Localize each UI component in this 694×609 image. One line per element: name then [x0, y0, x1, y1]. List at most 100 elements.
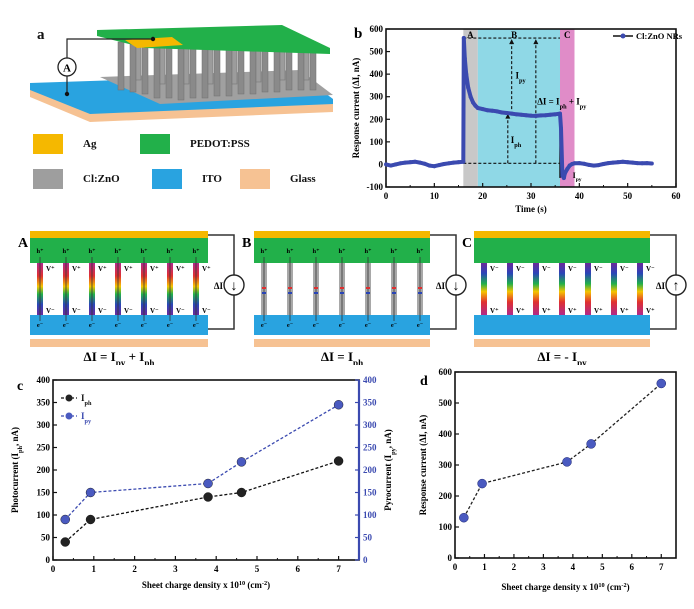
data-point — [85, 514, 96, 525]
arrow-up-icon: ↑ — [673, 279, 680, 294]
y-tick-label: 100 — [439, 522, 453, 532]
y-tick-label: 100 — [37, 510, 51, 520]
ammeter-icon — [57, 57, 77, 77]
data-point — [477, 478, 487, 489]
y-tick-label: 200 — [439, 491, 453, 501]
x-tick-label: 1 — [482, 562, 487, 572]
data-point — [533, 113, 538, 118]
data-point — [403, 160, 408, 165]
nanorod — [559, 263, 565, 315]
series-line-ipy — [64, 404, 339, 520]
electron-label: e⁻ — [37, 322, 43, 329]
ag-layer — [254, 231, 430, 238]
right-y-tick-label: 300 — [363, 420, 377, 430]
polarization-bottom: V⁺ — [542, 307, 551, 315]
data-point — [645, 161, 649, 166]
hole-label: h⁺ — [166, 248, 173, 255]
data-point — [413, 159, 417, 164]
current-source-icon — [445, 274, 467, 296]
y-axis-label-left: Photocurrent (Iph, nA) — [10, 427, 24, 513]
current-source-icon — [665, 274, 687, 296]
nanorod — [507, 263, 513, 315]
data-point — [616, 160, 620, 165]
nanorod — [611, 263, 617, 315]
arrow-down-icon: ↓ — [453, 279, 460, 294]
x-tick-label: 40 — [575, 191, 585, 201]
data-point — [203, 478, 213, 489]
glass-swatch — [240, 169, 270, 189]
legend-label: ITO — [202, 173, 222, 185]
ag-layer — [474, 231, 650, 238]
legend-label: Cl:ZnO — [83, 173, 120, 185]
y-tick-label: 500 — [439, 398, 453, 408]
data-point — [656, 378, 667, 389]
hole-label: h⁺ — [140, 248, 147, 255]
right-y-tick-label: 400 — [363, 375, 377, 385]
y-tick-label: 0 — [379, 159, 384, 169]
glass-layer — [254, 339, 430, 347]
x-tick-label: 5 — [255, 564, 260, 574]
data-point — [562, 457, 572, 467]
polarization-bottom: V⁺ — [568, 307, 577, 315]
nanorod — [533, 263, 539, 315]
hole-label: h⁺ — [312, 248, 319, 255]
ammeter-label: A — [63, 63, 71, 75]
right-y-tick-label: 350 — [363, 398, 377, 408]
hole-marker — [288, 287, 292, 289]
data-point — [466, 85, 471, 90]
arrow-down-icon: ↓ — [231, 279, 238, 294]
data-point — [236, 457, 247, 467]
ag-electrode — [125, 37, 183, 48]
region-label-a: A — [467, 30, 474, 40]
electron-marker — [340, 292, 344, 294]
data-point — [408, 160, 413, 165]
y-tick-label: 50 — [41, 533, 51, 543]
annotation-iph: Iph — [511, 135, 522, 149]
data-point — [427, 163, 432, 168]
x-tick-label: 4 — [571, 562, 576, 572]
y-tick-label: 600 — [370, 24, 384, 34]
region-label-c: C — [564, 30, 571, 40]
data-point — [587, 162, 591, 167]
equation-b: ΔI = Iph — [321, 349, 363, 365]
right-y-tick-label: 150 — [363, 488, 377, 498]
data-point — [558, 126, 563, 131]
glass-layer — [30, 339, 208, 347]
arrowhead-icon — [505, 113, 511, 119]
polarization-top: V⁺ — [176, 265, 185, 273]
polarization-bottom: V⁻ — [46, 307, 55, 315]
x-tick-label: 30 — [527, 191, 537, 201]
polarization-bottom: V⁻ — [98, 307, 107, 315]
panel-label-b: b — [354, 26, 362, 42]
panel-a: A a Ag PEDOT:PSS Cl:ZnO ITO Glass — [0, 0, 350, 200]
data-point — [461, 36, 466, 41]
electron-label: e⁻ — [193, 322, 199, 329]
x-tick-label: 20 — [478, 191, 488, 201]
y-axis-label: Response current (ΔI, nA) — [418, 415, 428, 515]
hole-label: h⁺ — [260, 248, 267, 255]
polarization-top: V⁺ — [150, 265, 159, 273]
current-source-icon — [223, 274, 245, 296]
data-point — [565, 166, 570, 171]
right-y-tick-label: 100 — [363, 510, 377, 520]
x-tick-label: 7 — [336, 564, 341, 574]
data-point — [471, 100, 475, 105]
y-tick-label: 250 — [37, 443, 51, 453]
electron-marker — [288, 292, 292, 294]
ito-layer — [474, 315, 650, 335]
data-point — [601, 161, 606, 166]
x-tick-label: 0 — [51, 564, 56, 574]
legend-marker — [620, 33, 626, 39]
hole-label: h⁺ — [364, 248, 371, 255]
data-point — [60, 537, 70, 547]
electron-label: e⁻ — [89, 322, 95, 329]
legend-label: Iph — [81, 393, 92, 407]
y-axis-label-right: Pyrocurrent (Ipy, nA) — [383, 429, 397, 511]
chart-c: 0 1 2 3 4 5 6 7 0 50 100 150 200 250 300 350 400 0 50 100 15… — [10, 375, 397, 590]
hole-label: h⁺ — [390, 248, 397, 255]
data-point — [490, 108, 495, 113]
data-point — [562, 171, 567, 176]
data-point — [649, 161, 654, 166]
polarization-top: V⁻ — [516, 265, 525, 273]
